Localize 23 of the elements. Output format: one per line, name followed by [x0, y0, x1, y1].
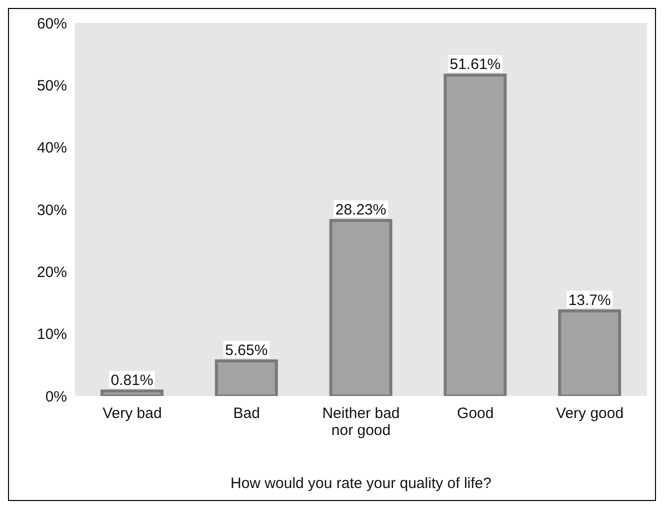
y-tick-label: 60%: [36, 15, 67, 32]
bar: [444, 74, 507, 396]
y-tick-label: 40%: [36, 140, 67, 157]
y-tick-label: 0%: [45, 388, 67, 406]
data-label: 5.65%: [225, 342, 268, 359]
bar: [558, 309, 622, 396]
y-tick-label: 20%: [36, 264, 67, 281]
data-label: 0.81%: [110, 372, 154, 389]
data-label: 28.23%: [335, 202, 386, 219]
data-label: 13.7%: [568, 292, 611, 309]
x-axis-title: How would you rate your quality of life?: [230, 475, 492, 492]
bar: [214, 359, 278, 396]
x-tick-label: Bad: [233, 405, 260, 422]
x-tick-label: Neither bad nor good: [322, 405, 400, 439]
y-tick-label: 30%: [36, 202, 67, 219]
data-label: 51.61%: [450, 56, 501, 74]
y-tick-label: 10%: [36, 326, 67, 344]
bar: [329, 219, 392, 396]
x-tick-label: Very good: [556, 405, 624, 422]
y-tick-label: 50%: [36, 77, 67, 94]
x-tick-label: Good: [457, 405, 494, 422]
bar: [100, 389, 164, 396]
x-tick-label: Very bad: [102, 405, 162, 422]
